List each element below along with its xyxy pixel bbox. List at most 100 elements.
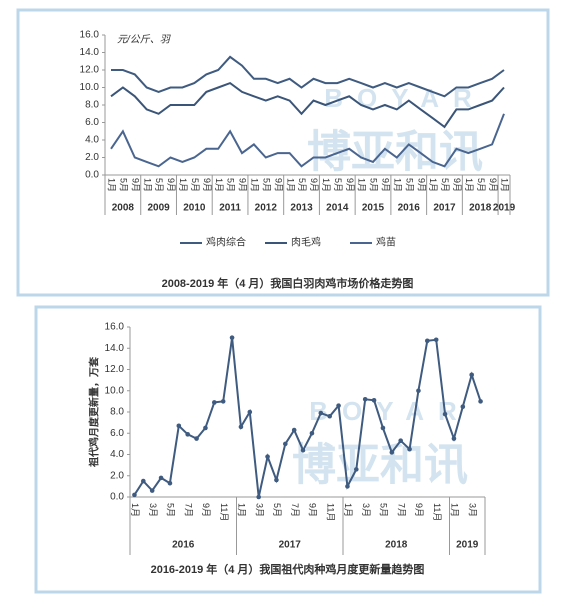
y-tick-label: 14.0	[80, 47, 100, 58]
x-tick-label: 5月	[226, 178, 236, 192]
x-tick-label: 5月	[190, 178, 200, 192]
point	[327, 413, 332, 419]
x-tick-label: 1月	[237, 503, 247, 517]
x-tick-label: 5月	[404, 178, 414, 192]
x-tick-label: 5月	[440, 178, 450, 192]
y-tick-label: 4.0	[110, 449, 124, 460]
point	[345, 484, 350, 489]
x-tick-label: 9月	[238, 178, 248, 192]
point	[425, 338, 430, 344]
year-label: 2014	[326, 203, 349, 214]
x-tick-label: 7月	[396, 503, 406, 517]
x-tick-label: 5月	[476, 178, 486, 192]
x-tick-label: 11月	[432, 503, 442, 521]
point	[203, 425, 208, 431]
point	[256, 494, 261, 500]
y-tick-label: 0.0	[85, 170, 99, 181]
x-tick-label: 9月	[166, 178, 176, 192]
point	[167, 480, 173, 486]
point	[247, 409, 253, 415]
point	[300, 447, 306, 453]
y-tick-label: 2.0	[110, 470, 124, 481]
point	[176, 423, 182, 429]
legend-label: 鸡肉综合	[206, 236, 246, 249]
watermark: 博亚和讯	[292, 441, 468, 490]
x-tick-label: 9月	[414, 503, 424, 517]
year-label: 2016	[172, 540, 195, 551]
y-tick-label: 12.0	[80, 65, 100, 76]
point	[212, 400, 217, 405]
x-tick-label: 1月	[428, 178, 438, 192]
x-tick-label: 3月	[254, 503, 264, 517]
x-tick-label: 9月	[416, 178, 426, 192]
point	[371, 398, 377, 403]
x-tick-label: 7月	[290, 503, 300, 517]
x-tick-label: 5月	[369, 178, 379, 192]
point	[229, 335, 235, 340]
point	[132, 492, 137, 498]
line-series	[110, 113, 505, 168]
x-tick-label: 5月	[272, 503, 282, 517]
x-tick-label: 1月	[250, 178, 260, 192]
x-tick-label: 3月	[467, 503, 477, 517]
x-tick-label: 9月	[345, 178, 355, 192]
line-series	[133, 337, 482, 498]
x-tick-label: 9月	[309, 178, 319, 192]
x-tick-label: 5月	[118, 178, 128, 192]
y-tick-label: 8.0	[85, 100, 99, 111]
point	[478, 399, 483, 404]
point	[398, 438, 403, 443]
point	[194, 436, 199, 441]
x-tick-label: 3月	[148, 503, 158, 517]
x-tick-label: 1月	[178, 178, 188, 192]
x-tick-label: 1月	[107, 178, 117, 192]
point	[185, 432, 190, 437]
x-tick-label: 5月	[333, 178, 343, 192]
year-label: 2015	[362, 203, 385, 214]
point	[407, 446, 412, 452]
y-tick-label: 8.0	[110, 407, 124, 418]
point	[141, 478, 146, 484]
y-axis-label: 元/公斤、羽	[117, 34, 172, 46]
x-tick-label: 9月	[308, 503, 318, 517]
year-label: 2018	[469, 203, 492, 214]
x-tick-label: 1月	[500, 178, 510, 192]
x-tick-label: 3月	[361, 503, 371, 517]
x-tick-label: 9月	[381, 178, 391, 192]
point	[149, 488, 155, 493]
y-tick-label: 6.0	[110, 428, 124, 439]
point	[469, 372, 474, 378]
y-tick-label: 16.0	[80, 30, 100, 41]
chart-title: 2016-2019 年（4 月）我国祖代肉种鸡月度更新量趋势图	[151, 562, 425, 576]
y-tick-label: 6.0	[85, 117, 99, 128]
y-axis-label: 祖代鸡月度更新量，万套	[88, 356, 101, 468]
x-tick-label: 1月	[464, 178, 474, 192]
point	[238, 424, 244, 430]
year-label: 2016	[398, 203, 421, 214]
point	[158, 475, 164, 481]
x-tick-label: 1月	[392, 178, 402, 192]
y-tick-label: 4.0	[85, 135, 99, 146]
x-tick-label: 5月	[154, 178, 164, 192]
point	[291, 427, 297, 433]
y-tick-label: 16.0	[105, 322, 125, 333]
year-label: 2013	[290, 203, 313, 214]
x-tick-label: 7月	[183, 503, 193, 517]
point	[220, 399, 226, 404]
year-label: 2012	[255, 203, 278, 214]
x-tick-label: 11月	[219, 503, 229, 521]
year-label: 2010	[183, 203, 206, 214]
legend-label: 肉毛鸡	[291, 236, 321, 249]
x-tick-label: 9月	[452, 178, 462, 192]
year-label: 2017	[433, 203, 456, 214]
year-label: 2009	[147, 203, 170, 214]
y-tick-label: 0.0	[110, 492, 124, 503]
x-tick-label: 1月	[321, 178, 331, 192]
point	[362, 396, 368, 402]
year-label: 2008	[112, 203, 135, 214]
x-tick-label: 9月	[130, 178, 140, 192]
x-tick-label: 1月	[343, 503, 353, 517]
point	[389, 450, 395, 455]
point	[442, 411, 448, 417]
